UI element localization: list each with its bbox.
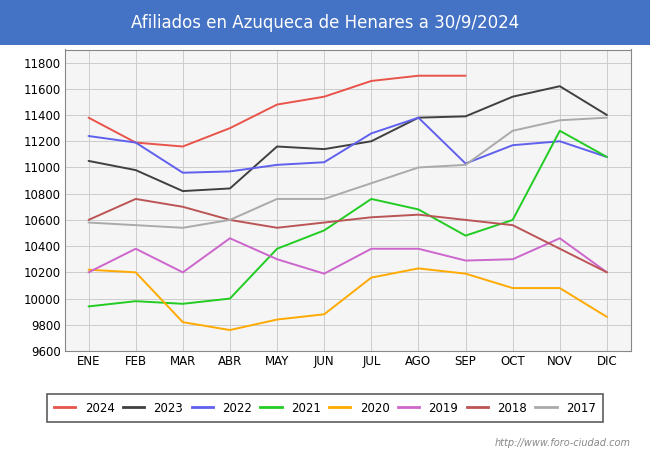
Legend: 2024, 2023, 2022, 2021, 2020, 2019, 2018, 2017: 2024, 2023, 2022, 2021, 2020, 2019, 2018… [47, 395, 603, 422]
Text: http://www.foro-ciudad.com: http://www.foro-ciudad.com [495, 438, 630, 448]
Text: Afiliados en Azuqueca de Henares a 30/9/2024: Afiliados en Azuqueca de Henares a 30/9/… [131, 14, 519, 32]
